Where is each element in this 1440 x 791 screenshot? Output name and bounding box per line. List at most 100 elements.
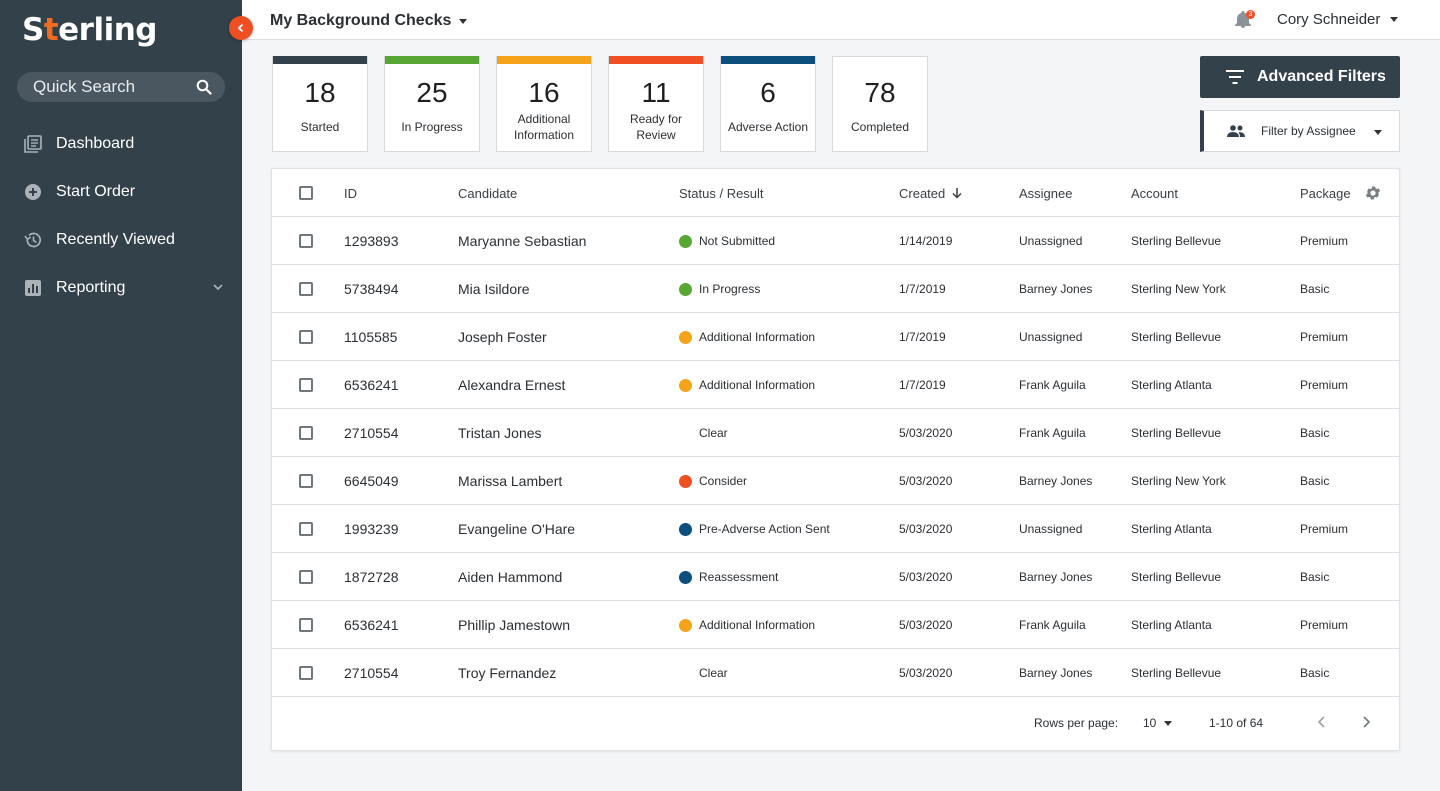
stat-card-adverse-action[interactable]: 6 Adverse Action <box>720 56 816 152</box>
bar-chart-icon <box>25 280 41 296</box>
row-checkbox[interactable] <box>299 426 313 440</box>
stat-count: 78 <box>864 77 896 108</box>
cell-created: 5/03/2020 <box>899 426 953 440</box>
status-text: Additional Information <box>699 618 816 632</box>
table-row[interactable]: 1105585 Joseph Foster Additional Informa… <box>272 313 1399 361</box>
stat-card-additional-information[interactable]: 16 Additional Information <box>496 56 592 152</box>
cell-candidate[interactable]: Tristan Jones <box>458 425 542 441</box>
cell-candidate[interactable]: Troy Fernandez <box>458 665 557 681</box>
cell-status: Additional Information <box>679 361 815 409</box>
cell-account: Sterling New York <box>1131 282 1226 296</box>
table-row[interactable]: 2710554 Troy Fernandez Clear 5/03/2020 B… <box>272 649 1399 697</box>
stat-label: Adverse Action <box>727 120 809 134</box>
sidebar-item-reporting[interactable]: Reporting <box>0 264 242 312</box>
cell-candidate[interactable]: Mia Isildore <box>458 281 530 297</box>
cell-account: Sterling Bellevue <box>1131 666 1222 680</box>
status-text: In Progress <box>699 282 761 296</box>
stat-color-bar <box>721 56 815 64</box>
row-checkbox-cell <box>299 217 313 265</box>
select-all-checkbox[interactable] <box>299 186 313 200</box>
advanced-filters-button[interactable]: Advanced Filters <box>1200 56 1400 98</box>
table-row[interactable]: 1993239 Evangeline O'Hare Pre-Adverse Ac… <box>272 505 1399 553</box>
chevron-left-icon <box>237 23 244 33</box>
cell-created: 1/7/2019 <box>899 378 946 392</box>
quick-search-input[interactable]: Quick Search <box>17 72 225 102</box>
cell-assignee: Frank Aguila <box>1019 378 1086 392</box>
filter-by-assignee-label: Filter by Assignee <box>1261 124 1356 138</box>
cell-id: 6536241 <box>344 377 399 393</box>
sidebar-item-recently-viewed[interactable]: Recently Viewed <box>0 216 242 264</box>
rows-per-page-select[interactable]: 10 <box>1143 716 1173 730</box>
cell-candidate[interactable]: Maryanne Sebastian <box>458 233 587 249</box>
sidebar-item-label: Recently Viewed <box>56 231 175 248</box>
row-checkbox-cell <box>299 265 313 313</box>
column-header-candidate[interactable]: Candidate <box>458 185 518 201</box>
table-row[interactable]: 2710554 Tristan Jones Clear 5/03/2020 Fr… <box>272 409 1399 457</box>
table-row[interactable]: 6536241 Phillip Jamestown Additional Inf… <box>272 601 1399 649</box>
row-checkbox[interactable] <box>299 666 313 680</box>
row-checkbox[interactable] <box>299 234 313 248</box>
column-header-account[interactable]: Account <box>1131 185 1178 201</box>
cell-package: Basic <box>1300 474 1330 488</box>
table-row[interactable]: 1293893 Maryanne Sebastian Not Submitted… <box>272 217 1399 265</box>
user-menu[interactable]: Cory Schneider <box>1277 11 1399 28</box>
caret-down-icon <box>1374 130 1382 135</box>
cell-candidate[interactable]: Phillip Jamestown <box>458 617 571 633</box>
chevron-down-icon[interactable] <box>212 281 224 293</box>
cell-candidate[interactable]: Marissa Lambert <box>458 473 563 489</box>
row-checkbox[interactable] <box>299 330 313 344</box>
cell-id: 2710554 <box>344 665 399 681</box>
column-header-package[interactable]: Package <box>1300 185 1351 201</box>
cell-candidate[interactable]: Evangeline O'Hare <box>458 521 576 537</box>
column-header-id[interactable]: ID <box>344 185 357 201</box>
chevron-left-icon[interactable] <box>1316 715 1328 729</box>
stat-card-started[interactable]: 18 Started <box>272 56 368 152</box>
cell-candidate[interactable]: Aiden Hammond <box>458 569 563 585</box>
row-checkbox[interactable] <box>299 474 313 488</box>
table-row[interactable]: 5738494 Mia Isildore In Progress 1/7/201… <box>272 265 1399 313</box>
column-header-created[interactable]: Created <box>899 169 963 217</box>
column-header-status[interactable]: Status / Result <box>679 185 764 201</box>
row-checkbox[interactable] <box>299 378 313 392</box>
cell-account: Sterling Atlanta <box>1131 522 1212 536</box>
collapse-sidebar-button[interactable] <box>229 16 253 40</box>
gear-icon[interactable] <box>1364 184 1382 202</box>
cell-assignee: Frank Aguila <box>1019 618 1086 632</box>
table-row[interactable]: 6536241 Alexandra Ernest Additional Info… <box>272 361 1399 409</box>
cell-package: Basic <box>1300 282 1330 296</box>
status-dot <box>679 474 692 488</box>
column-settings <box>1364 169 1382 217</box>
sidebar-item-dashboard[interactable]: Dashboard <box>0 120 242 168</box>
chevron-right-icon[interactable] <box>1360 715 1372 729</box>
cell-candidate[interactable]: Alexandra Ernest <box>458 377 566 393</box>
filter-by-assignee-select[interactable]: Filter by Assignee <box>1200 110 1400 152</box>
cell-id: 1993239 <box>344 521 399 537</box>
row-checkbox-cell <box>299 361 313 409</box>
sidebar-item-label: Dashboard <box>56 135 135 152</box>
stat-count: 18 <box>304 77 336 108</box>
search-icon[interactable] <box>196 79 212 95</box>
status-dot <box>679 570 692 584</box>
cell-id: 1293893 <box>344 233 399 249</box>
cell-assignee: Unassigned <box>1019 330 1083 344</box>
page-title-dropdown[interactable]: My Background Checks <box>270 12 468 30</box>
row-checkbox[interactable] <box>299 522 313 536</box>
stat-count: 6 <box>760 77 776 108</box>
row-checkbox[interactable] <box>299 570 313 584</box>
status-text: Consider <box>699 474 748 488</box>
sterling-logo[interactable]: Sterling <box>22 12 157 48</box>
stat-color-bar <box>385 56 479 64</box>
sidebar-item-start-order[interactable]: Start Order <box>0 168 242 216</box>
column-header-assignee[interactable]: Assignee <box>1019 185 1073 201</box>
stat-card-ready-for-review[interactable]: 11 Ready for Review <box>608 56 704 152</box>
caret-down-icon <box>1164 720 1173 726</box>
row-checkbox[interactable] <box>299 618 313 632</box>
stat-card-in-progress[interactable]: 25 In Progress <box>384 56 480 152</box>
table-row[interactable]: 6645049 Marissa Lambert Consider 5/03/20… <box>272 457 1399 505</box>
sort-arrow-down-icon[interactable] <box>951 187 963 199</box>
cell-created: 5/03/2020 <box>899 666 953 680</box>
stat-card-completed[interactable]: 78 Completed <box>832 56 928 152</box>
table-row[interactable]: 1872728 Aiden Hammond Reassessment 5/03/… <box>272 553 1399 601</box>
row-checkbox[interactable] <box>299 282 313 296</box>
cell-candidate[interactable]: Joseph Foster <box>458 329 547 345</box>
